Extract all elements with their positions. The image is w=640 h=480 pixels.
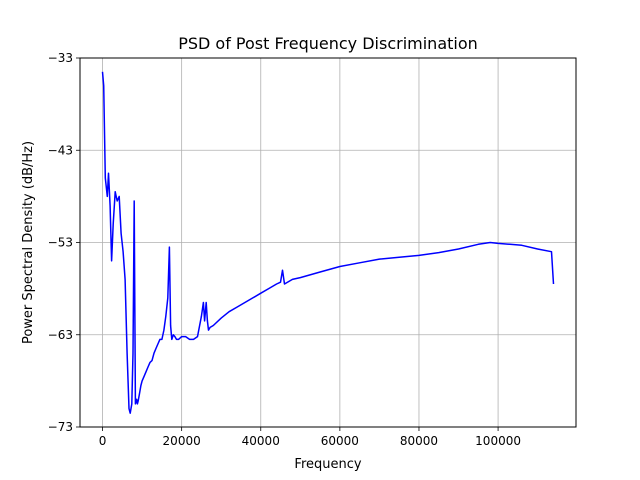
x-tick-label: 0 (99, 434, 107, 448)
y-tick-label: −73 (48, 420, 73, 434)
x-tick-label: 40000 (242, 434, 280, 448)
chart-title: PSD of Post Frequency Discrimination (178, 34, 478, 53)
x-tick-label: 100000 (475, 434, 521, 448)
y-tick-label: −43 (48, 143, 73, 157)
x-tick-label: 20000 (163, 434, 201, 448)
y-tick-label: −33 (48, 51, 73, 65)
axis-ticks: 0 20000 40000 60000 80000 100000 −33 −43 −53 −63 −… (48, 51, 521, 448)
y-axis-label: Power Spectral Density (dB/Hz) (21, 141, 36, 344)
x-tick-label: 60000 (321, 434, 359, 448)
data-series (101, 71, 555, 414)
x-tick-label: 80000 (400, 434, 438, 448)
x-axis-label: Frequency (294, 457, 361, 472)
y-tick-label: −63 (48, 328, 73, 342)
y-tick-label: −53 (48, 236, 73, 250)
psd-series-line (101, 71, 555, 414)
